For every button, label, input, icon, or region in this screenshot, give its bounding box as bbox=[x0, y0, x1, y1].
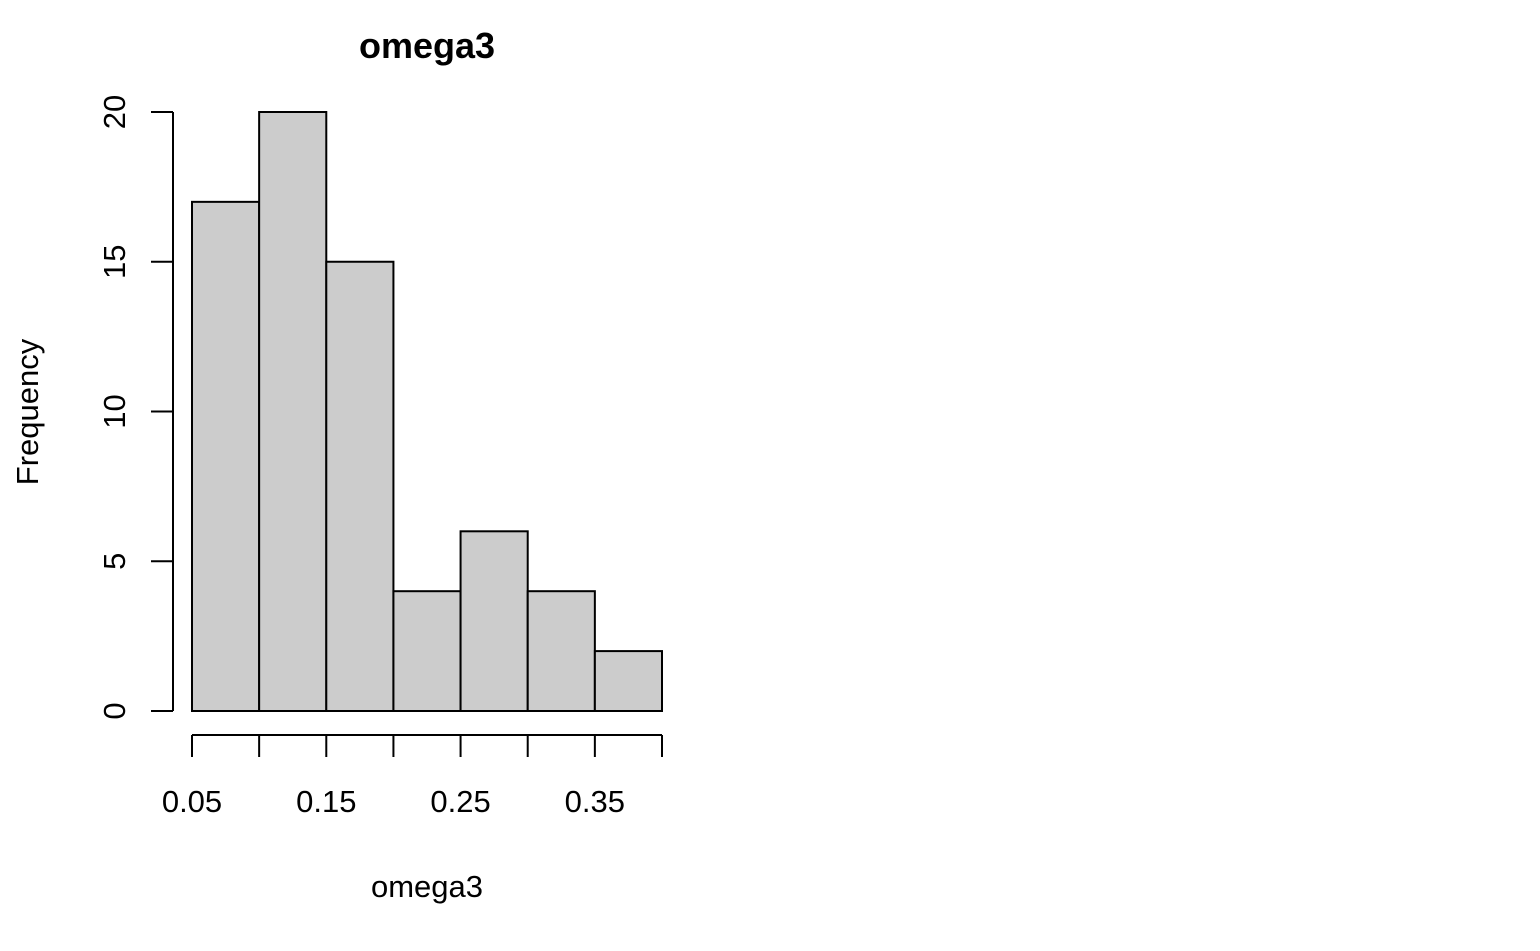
y-tick-label: 20 bbox=[97, 95, 132, 129]
histogram-bar bbox=[392, 590, 462, 713]
x-axis-title: omega3 bbox=[371, 869, 483, 904]
x-tick-label: 0.25 bbox=[430, 784, 490, 819]
bars-group bbox=[191, 111, 663, 713]
histogram-bar bbox=[459, 530, 529, 712]
x-tick-label: 0.35 bbox=[565, 784, 625, 819]
x-axis: 0.05 0.15 0.25 0.35 bbox=[162, 734, 663, 819]
y-tick-label: 10 bbox=[97, 394, 132, 428]
histogram-bar bbox=[325, 260, 395, 712]
histogram-bar bbox=[526, 590, 596, 713]
y-tick-label: 5 bbox=[97, 553, 132, 570]
histogram-bar bbox=[191, 200, 261, 712]
y-tick-label: 15 bbox=[97, 245, 132, 279]
y-axis-title: Frequency bbox=[10, 338, 45, 485]
x-tick-label: 0.15 bbox=[296, 784, 356, 819]
y-axis: 0 5 10 15 20 bbox=[97, 95, 174, 720]
y-tick-label: 0 bbox=[97, 702, 132, 719]
x-tick-label: 0.05 bbox=[162, 784, 222, 819]
chart-title: omega3 bbox=[359, 25, 495, 66]
histogram-bar bbox=[593, 650, 663, 712]
histogram-bar bbox=[258, 111, 328, 712]
